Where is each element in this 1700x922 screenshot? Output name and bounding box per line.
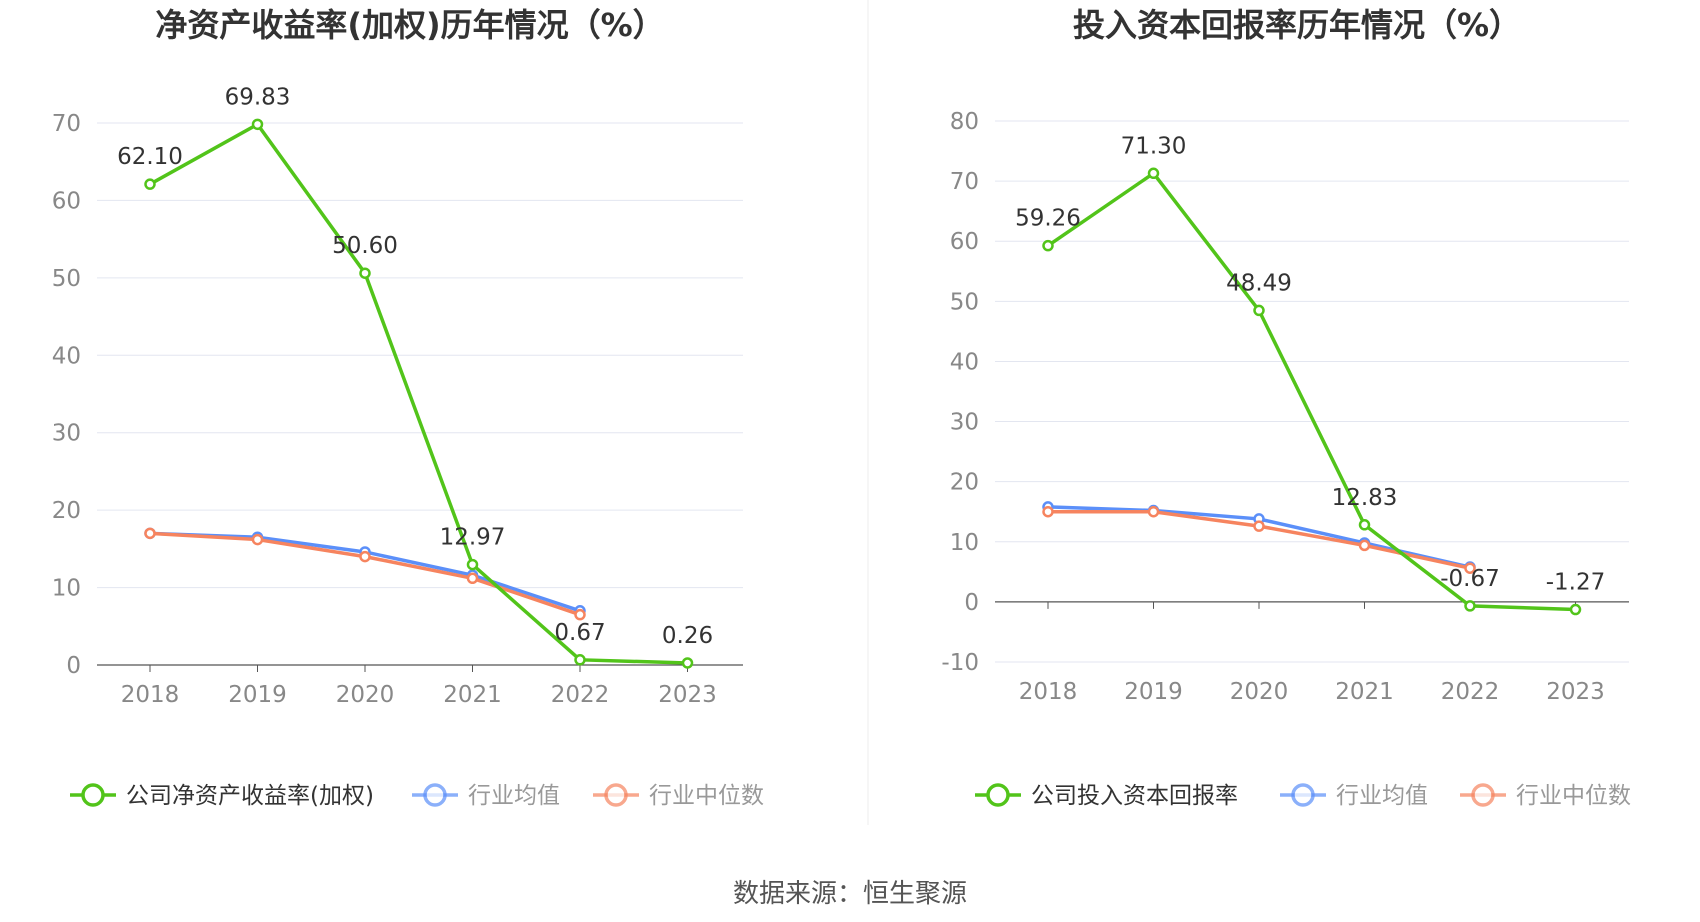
legend-label: 行业均值 <box>1336 783 1428 809</box>
y-tick-label: -10 <box>941 650 979 676</box>
y-tick-label: 70 <box>52 111 81 137</box>
data-label: 0.67 <box>554 620 605 646</box>
data-label: 48.49 <box>1226 270 1292 296</box>
legend-marker <box>1291 783 1315 807</box>
y-tick-label: 0 <box>964 590 979 616</box>
x-tick-label: 2018 <box>121 682 180 708</box>
y-tick-label: 0 <box>66 653 81 679</box>
data-point <box>144 178 156 190</box>
series-line <box>149 122 688 665</box>
legend-label: 行业均值 <box>468 783 560 809</box>
chart-title: 净资产收益率(加权)历年情况（%） <box>155 6 664 44</box>
roe-chart: 净资产收益率(加权)历年情况（%） 0 10 20 30 40 50 60 70 2018 2019… <box>52 6 764 809</box>
y-tick-label: 10 <box>52 576 81 602</box>
series-line <box>149 531 581 613</box>
legend-label: 公司投入资本回报率 <box>1031 783 1238 809</box>
data-point <box>466 572 479 585</box>
x-tick-label: 2020 <box>1230 679 1289 705</box>
data-point <box>1253 520 1265 532</box>
legend-marker <box>423 783 447 807</box>
data-source-label: 数据来源：恒生聚源 <box>732 879 967 909</box>
data-label: -0.67 <box>1440 566 1500 592</box>
data-point <box>359 267 371 279</box>
y-tick-label: 80 <box>950 109 979 135</box>
data-label: -1.27 <box>1546 570 1606 596</box>
data-point <box>574 608 586 621</box>
x-tick-label: 2018 <box>1019 679 1078 705</box>
y-tick-label: 20 <box>950 470 979 496</box>
series-line <box>1047 171 1576 612</box>
legend-marker <box>1471 783 1495 807</box>
x-tick-label: 2022 <box>551 682 610 708</box>
legend-label: 行业中位数 <box>1516 783 1631 809</box>
legend-label: 行业中位数 <box>649 783 764 809</box>
y-tick-label: 30 <box>950 410 979 436</box>
data-label: 12.97 <box>440 525 506 551</box>
y-tick-label: 20 <box>52 498 81 524</box>
data-label: 62.10 <box>117 144 183 170</box>
y-tick-label: 10 <box>950 530 979 556</box>
data-point <box>251 118 264 131</box>
y-tick-label: 60 <box>950 229 979 255</box>
x-tick-label: 2022 <box>1441 679 1500 705</box>
y-tick-label: 50 <box>52 266 81 292</box>
data-point <box>681 657 694 669</box>
data-label: 69.83 <box>225 84 291 110</box>
data-point <box>1147 505 1160 518</box>
data-point <box>1464 562 1476 574</box>
data-label: 12.83 <box>1332 485 1398 511</box>
data-label: 71.30 <box>1121 133 1187 159</box>
y-tick-label: 40 <box>52 343 81 369</box>
x-tick-label: 2019 <box>1124 679 1183 705</box>
x-tick-label: 2021 <box>1335 679 1394 705</box>
y-tick-label: 70 <box>950 169 979 195</box>
data-point <box>1464 600 1476 612</box>
legend-marker <box>81 783 105 807</box>
data-point <box>251 533 264 546</box>
data-point <box>466 558 479 571</box>
x-tick-label: 2020 <box>336 682 395 708</box>
data-label: 0.26 <box>662 623 713 649</box>
data-point <box>1569 603 1582 616</box>
data-point <box>1042 505 1054 518</box>
y-tick-label: 60 <box>52 188 81 214</box>
x-tick-label: 2023 <box>658 682 717 708</box>
data-point <box>144 527 156 540</box>
x-tick-label: 2021 <box>443 682 502 708</box>
data-label: 50.60 <box>332 233 398 259</box>
y-tick-label: 40 <box>950 349 979 375</box>
chart-title: 投入资本回报率历年情况（%） <box>1073 6 1521 44</box>
data-point <box>1358 539 1371 552</box>
data-label: 59.26 <box>1015 206 1081 232</box>
legend-label: 公司净资产收益率(加权) <box>126 783 374 809</box>
y-tick-label: 30 <box>52 421 81 447</box>
data-point <box>359 550 371 563</box>
x-tick-label: 2019 <box>228 682 287 708</box>
legend-marker <box>986 783 1010 807</box>
legend-marker <box>604 783 628 807</box>
data-point <box>574 654 586 666</box>
data-point <box>1253 304 1265 317</box>
data-point <box>1042 239 1054 252</box>
x-tick-label: 2023 <box>1546 679 1605 705</box>
y-tick-label: 50 <box>950 289 979 315</box>
roic-chart: 投入资本回报率历年情况（%） -10 0 10 20 30 40 50 60 70 80 2018 20… <box>941 6 1631 809</box>
data-point <box>1358 519 1371 531</box>
data-point <box>1147 167 1160 180</box>
